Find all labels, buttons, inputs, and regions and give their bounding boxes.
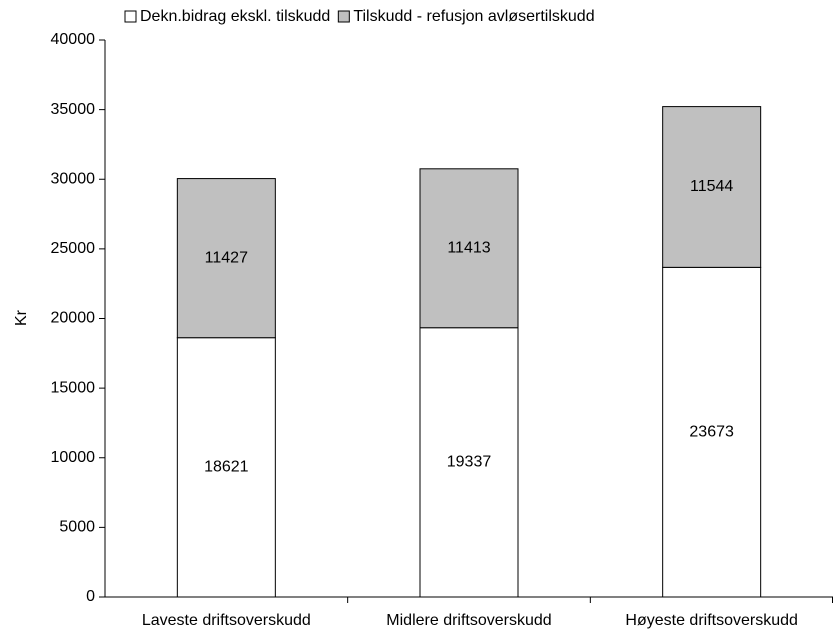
x-tick-label: Midlere driftsoverskudd <box>386 612 551 629</box>
legend-label: Tilskudd - refusjon avløsertilskudd <box>353 8 594 25</box>
data-label: 19337 <box>447 454 492 471</box>
bar-segment <box>176 178 276 339</box>
y-tick-label: 15000 <box>51 379 96 396</box>
legend-label: Dekn.bidrag ekskl. tilskudd <box>140 8 330 25</box>
data-label: 18621 <box>204 459 249 476</box>
bar-segment <box>662 106 762 268</box>
bar-segment <box>419 327 519 598</box>
x-tick-label: Laveste driftsoverskudd <box>142 612 311 629</box>
data-label: 11544 <box>690 178 733 195</box>
bar-segment <box>176 337 276 598</box>
y-tick-label: 40000 <box>51 31 96 48</box>
data-label: 23673 <box>689 423 734 440</box>
legend-swatch <box>337 10 350 23</box>
y-axis-label: Kr <box>13 309 30 326</box>
y-tick-label: 20000 <box>51 310 96 327</box>
bar-segment <box>419 168 519 329</box>
data-label: 11413 <box>447 239 490 256</box>
bar-segment <box>662 266 762 598</box>
y-tick-label: 25000 <box>51 240 96 257</box>
y-tick-label: 0 <box>86 588 95 605</box>
legend-swatch <box>124 10 137 23</box>
y-tick-label: 35000 <box>51 101 96 118</box>
y-tick-label: 5000 <box>59 519 95 536</box>
x-tick-label: Høyeste driftsoverskudd <box>625 612 798 629</box>
y-tick-label: 10000 <box>51 449 96 466</box>
data-label: 11427 <box>205 249 248 266</box>
y-tick-label: 30000 <box>51 170 96 187</box>
